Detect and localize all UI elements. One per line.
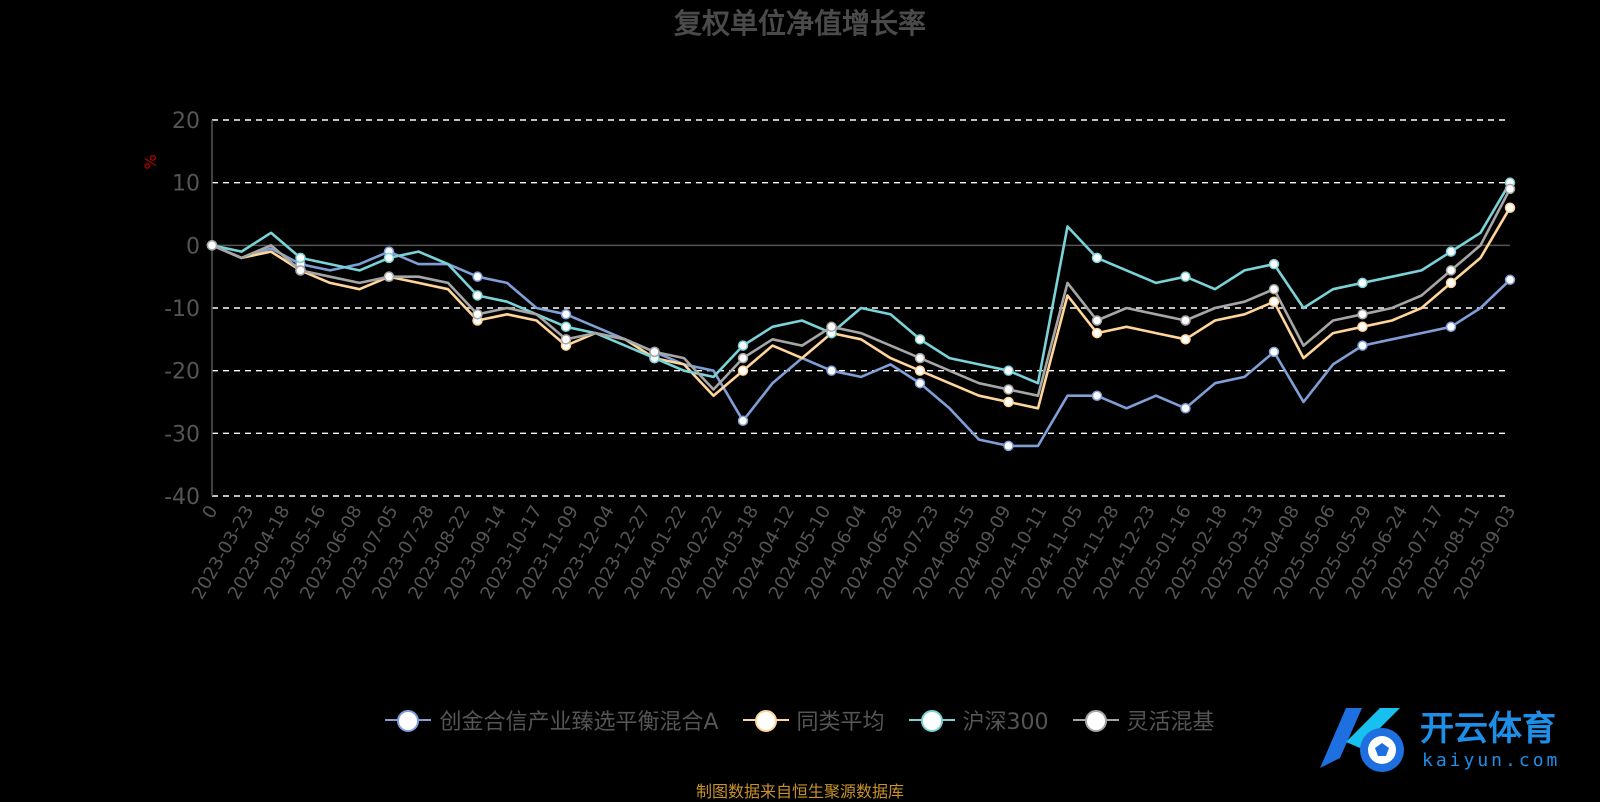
y-tick-label: 10	[172, 172, 200, 197]
data-point[interactable]	[1003, 384, 1014, 395]
series-lines	[206, 177, 1516, 452]
data-point[interactable]	[295, 265, 306, 276]
data-point[interactable]	[383, 252, 395, 264]
data-point[interactable]	[1268, 296, 1280, 307]
data-point[interactable]	[1003, 396, 1014, 408]
legend: 创金合信产业臻选平衡混合A 同类平均 沪深300 灵活混基	[0, 704, 1600, 736]
ball-k-icon	[1320, 708, 1404, 772]
series-line-1	[211, 207, 1512, 410]
y-axis-label: %	[141, 154, 160, 169]
data-point[interactable]	[472, 271, 483, 282]
data-point[interactable]	[1091, 315, 1103, 326]
y-tick-labels: 20 10 0 -10 -20 -30 -40	[164, 109, 200, 510]
x-tick-label: 0	[198, 502, 222, 522]
logo-sub-text: kaiyun.com	[1422, 750, 1560, 771]
data-point[interactable]	[206, 240, 218, 251]
data-point[interactable]	[1268, 283, 1280, 295]
data-source-note: 制图数据来自恒生聚源数据库	[695, 782, 904, 801]
y-tick-label: -40	[164, 485, 200, 510]
y-tick-label: 20	[172, 109, 200, 134]
data-point[interactable]	[1180, 271, 1191, 282]
y-tick-label: -20	[164, 360, 200, 385]
data-point[interactable]	[914, 365, 926, 376]
data-point[interactable]	[737, 352, 749, 364]
data-point[interactable]	[1268, 258, 1280, 270]
data-point[interactable]	[737, 340, 749, 351]
legend-item-csi300[interactable]: 沪深300	[908, 704, 1049, 736]
data-point[interactable]	[1003, 440, 1014, 452]
y-tick-label: 0	[186, 234, 200, 259]
data-point[interactable]	[826, 365, 837, 376]
data-point[interactable]	[560, 321, 572, 333]
data-point[interactable]	[914, 377, 926, 389]
data-point[interactable]	[1268, 346, 1280, 358]
logo-main-text: 开云体育	[1420, 709, 1556, 749]
data-point[interactable]	[1180, 403, 1191, 414]
data-point[interactable]	[826, 321, 837, 333]
legend-marker-icon	[1072, 710, 1119, 732]
data-point[interactable]	[1357, 277, 1368, 289]
data-point[interactable]	[1180, 334, 1191, 345]
data-point[interactable]	[472, 309, 483, 320]
data-point[interactable]	[737, 415, 749, 427]
chart-title: 复权单位净值增长率	[674, 7, 926, 40]
x-tick-labels: 02023-03-232023-04-182023-05-162023-06-0…	[188, 502, 1520, 603]
kaiyun-logo: 开云体育 kaiyun.com	[1320, 708, 1560, 772]
data-point[interactable]	[914, 334, 926, 345]
data-point[interactable]	[383, 271, 395, 282]
legend-marker-icon	[908, 710, 955, 732]
data-point[interactable]	[560, 334, 572, 345]
series-line-2	[211, 182, 1512, 385]
data-point[interactable]	[914, 352, 926, 364]
data-point[interactable]	[649, 346, 660, 358]
legend-item-peer-average[interactable]: 同类平均	[742, 704, 885, 736]
series-line-3	[211, 188, 1512, 398]
legend-label: 创金合信产业臻选平衡混合A	[439, 710, 719, 735]
data-point[interactable]	[1091, 390, 1103, 401]
data-point[interactable]	[1504, 202, 1516, 213]
legend-marker-icon	[742, 710, 789, 732]
legend-item-flexible-mixed[interactable]: 灵活混基	[1072, 704, 1215, 736]
data-point[interactable]	[1003, 365, 1014, 376]
data-point[interactable]	[560, 309, 572, 320]
legend-label: 同类平均	[796, 710, 885, 735]
legend-item-fund[interactable]: 创金合信产业臻选平衡混合A	[385, 704, 719, 736]
data-point[interactable]	[1445, 321, 1457, 333]
series-line-0	[211, 244, 1511, 448]
y-tick-label: -30	[164, 422, 200, 447]
data-point[interactable]	[1445, 277, 1457, 289]
data-point[interactable]	[295, 252, 306, 264]
data-point[interactable]	[1180, 315, 1191, 326]
data-point[interactable]	[1357, 340, 1368, 351]
data-point[interactable]	[1504, 274, 1516, 286]
data-point[interactable]	[737, 365, 749, 376]
data-point[interactable]	[1357, 309, 1368, 320]
data-point[interactable]	[1091, 252, 1103, 264]
legend-marker-icon	[385, 710, 432, 732]
y-tick-label: -10	[164, 297, 200, 322]
data-point[interactable]	[1445, 246, 1457, 257]
data-point[interactable]	[1091, 327, 1103, 339]
legend-label: 沪深300	[962, 710, 1049, 735]
data-point[interactable]	[1445, 265, 1457, 276]
legend-label: 灵活混基	[1126, 710, 1215, 735]
data-point[interactable]	[1357, 321, 1368, 333]
data-point[interactable]	[472, 290, 483, 301]
data-point[interactable]	[1504, 183, 1516, 195]
